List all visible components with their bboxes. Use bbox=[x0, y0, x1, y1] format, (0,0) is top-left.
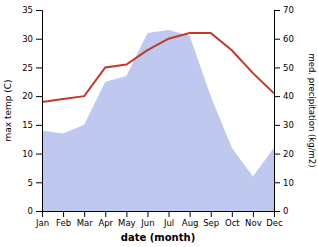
tick: 20 bbox=[274, 149, 294, 159]
tick-mark bbox=[211, 211, 212, 217]
y-label: max temp (C) bbox=[3, 79, 13, 141]
tick-mark bbox=[274, 125, 280, 126]
y-axis: 0 5 10 15 20 25 30 35 bbox=[22, 5, 42, 216]
tick: 60 bbox=[274, 34, 294, 44]
axis-line bbox=[275, 11, 281, 212]
tick: Dec bbox=[266, 211, 283, 228]
tick-mark bbox=[274, 67, 280, 68]
tick: Nov bbox=[245, 211, 262, 228]
tick-mark bbox=[274, 182, 280, 183]
tick-mark bbox=[274, 39, 280, 40]
tick-mark bbox=[274, 211, 280, 212]
tick-mark bbox=[126, 211, 127, 217]
tick-label: Mar bbox=[77, 218, 94, 228]
precip-area bbox=[42, 30, 274, 211]
tick-label: 60 bbox=[283, 34, 294, 44]
tick-mark bbox=[36, 67, 42, 68]
tick-mark bbox=[147, 211, 148, 217]
tick: Jan bbox=[35, 211, 49, 228]
tick-label: Jan bbox=[35, 218, 49, 228]
tick-mark bbox=[253, 211, 254, 217]
tick-label: 0 bbox=[283, 206, 288, 216]
tick-mark bbox=[36, 96, 42, 97]
x-label: date (month) bbox=[121, 232, 195, 243]
tick: 40 bbox=[274, 91, 294, 101]
tick-label: 0 bbox=[28, 206, 33, 216]
tick-mark bbox=[274, 96, 280, 97]
tick-mark bbox=[36, 125, 42, 126]
tick: 30 bbox=[22, 34, 42, 44]
tick-label: 10 bbox=[283, 178, 294, 188]
tick-label: 35 bbox=[22, 5, 33, 15]
x-axis: Jan Feb Mar Apr May Jun Jul Aug Sep Oct Nov Dec bbox=[35, 211, 283, 228]
tick-mark bbox=[63, 211, 64, 217]
marks bbox=[42, 30, 274, 211]
tick-label: 10 bbox=[22, 149, 33, 159]
tick-label: Nov bbox=[245, 218, 262, 228]
tick-label: Dec bbox=[266, 218, 283, 228]
tick-mark bbox=[84, 211, 85, 217]
tick-label: Apr bbox=[98, 218, 113, 228]
tick-label: 30 bbox=[283, 120, 294, 130]
tick: Jun bbox=[140, 211, 154, 228]
tick: Oct bbox=[225, 211, 240, 228]
tick: Feb bbox=[56, 211, 71, 228]
tick: 50 bbox=[274, 63, 294, 73]
tick: 20 bbox=[22, 91, 42, 101]
tick: Aug bbox=[182, 211, 199, 228]
tick-mark bbox=[190, 211, 191, 217]
tick-label: 40 bbox=[283, 91, 294, 101]
tick-label: Jun bbox=[140, 218, 154, 228]
tick: 30 bbox=[274, 120, 294, 130]
tick-mark bbox=[36, 182, 42, 183]
tick: 70 bbox=[274, 5, 294, 15]
tick-label: 20 bbox=[283, 149, 294, 159]
axis-line bbox=[36, 11, 43, 212]
tick-mark bbox=[274, 154, 280, 155]
tick: 25 bbox=[22, 63, 42, 73]
tick-label: 70 bbox=[283, 5, 294, 15]
tick-label: Jul bbox=[163, 218, 174, 228]
tick: 10 bbox=[274, 178, 294, 188]
tick: 10 bbox=[22, 149, 42, 159]
tick-mark bbox=[36, 211, 42, 212]
tick-label: 20 bbox=[22, 91, 33, 101]
tick: Mar bbox=[77, 211, 94, 228]
tick-label: 5 bbox=[28, 178, 33, 188]
tick-label: May bbox=[118, 218, 136, 228]
tick-mark bbox=[274, 10, 280, 11]
tick: Apr bbox=[98, 211, 113, 228]
tick-mark bbox=[232, 211, 233, 217]
tick-mark bbox=[105, 211, 106, 217]
tick: 15 bbox=[22, 120, 42, 130]
axis-line bbox=[43, 212, 275, 218]
tick-label: 30 bbox=[22, 34, 33, 44]
tick: 0 bbox=[28, 206, 42, 216]
tick-label: 25 bbox=[22, 63, 33, 73]
temp-line bbox=[42, 33, 274, 102]
tick-mark bbox=[169, 211, 170, 217]
tick: Sep bbox=[203, 211, 219, 228]
tick-label: 50 bbox=[283, 63, 294, 73]
plot: JanFebMarAprMayJunJulAugSepOctNovDec0510… bbox=[22, 5, 294, 228]
tick-mark bbox=[36, 39, 42, 40]
tick: Jul bbox=[163, 211, 174, 228]
tick: 0 bbox=[274, 206, 288, 216]
tick-label: 15 bbox=[22, 120, 33, 130]
tick-label: Feb bbox=[56, 218, 71, 228]
tick: 35 bbox=[22, 5, 42, 15]
tick-label: Sep bbox=[203, 218, 219, 228]
tick-label: Oct bbox=[225, 218, 240, 228]
y2-label: med. precipitation (kg/m2) bbox=[307, 53, 317, 167]
tick-mark bbox=[36, 10, 42, 11]
tick: May bbox=[118, 211, 136, 228]
tick-label: Aug bbox=[182, 218, 199, 228]
tick: 5 bbox=[28, 178, 42, 188]
y2-axis: 0 10 20 30 40 50 60 70 bbox=[274, 5, 294, 216]
chart: JanFebMarAprMayJunJulAugSepOctNovDec0510… bbox=[0, 0, 318, 247]
tick-mark bbox=[36, 154, 42, 155]
